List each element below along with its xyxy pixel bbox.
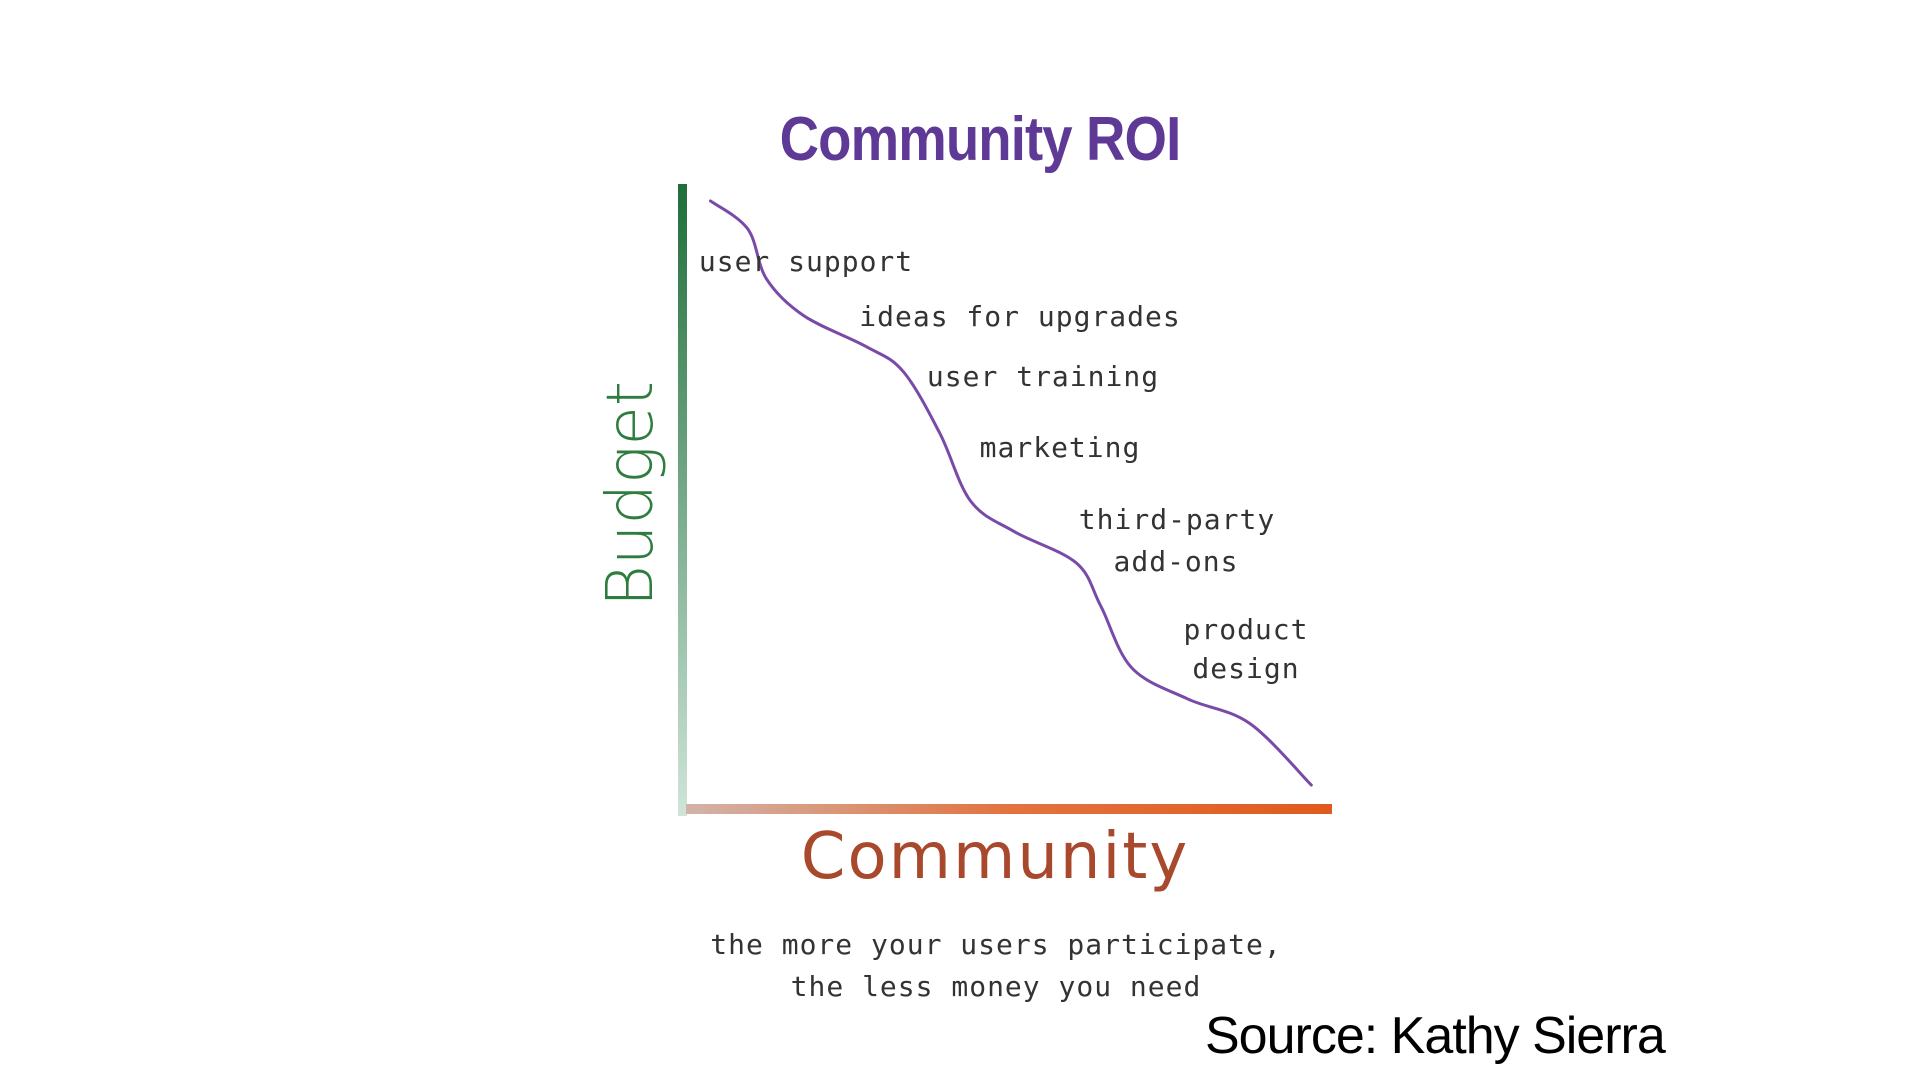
- x-axis-label: Community: [800, 820, 1190, 894]
- caption-line-2: the less money you need: [790, 970, 1202, 1003]
- source-credit: Source: Kathy Sierra: [1205, 1007, 1666, 1065]
- annotation-third-party: third-party: [1078, 503, 1276, 536]
- annotation-add-ons: add-ons: [1113, 545, 1239, 578]
- caption-line-1: the more your users participate,: [710, 928, 1282, 961]
- series-line: [708, 199, 1313, 787]
- annotation-design: design: [1192, 652, 1300, 685]
- annotation-ideas-for-upgrades: ideas for upgrades: [859, 300, 1181, 333]
- chart-title: Community ROI: [779, 105, 1182, 174]
- y-axis-line: [678, 184, 687, 816]
- annotation-user-training: user training: [926, 360, 1160, 393]
- annotation-marketing: marketing: [979, 431, 1141, 464]
- x-axis-line: [686, 804, 1332, 814]
- annotation-product: product: [1183, 613, 1309, 646]
- annotation-user-support: user support: [698, 245, 914, 278]
